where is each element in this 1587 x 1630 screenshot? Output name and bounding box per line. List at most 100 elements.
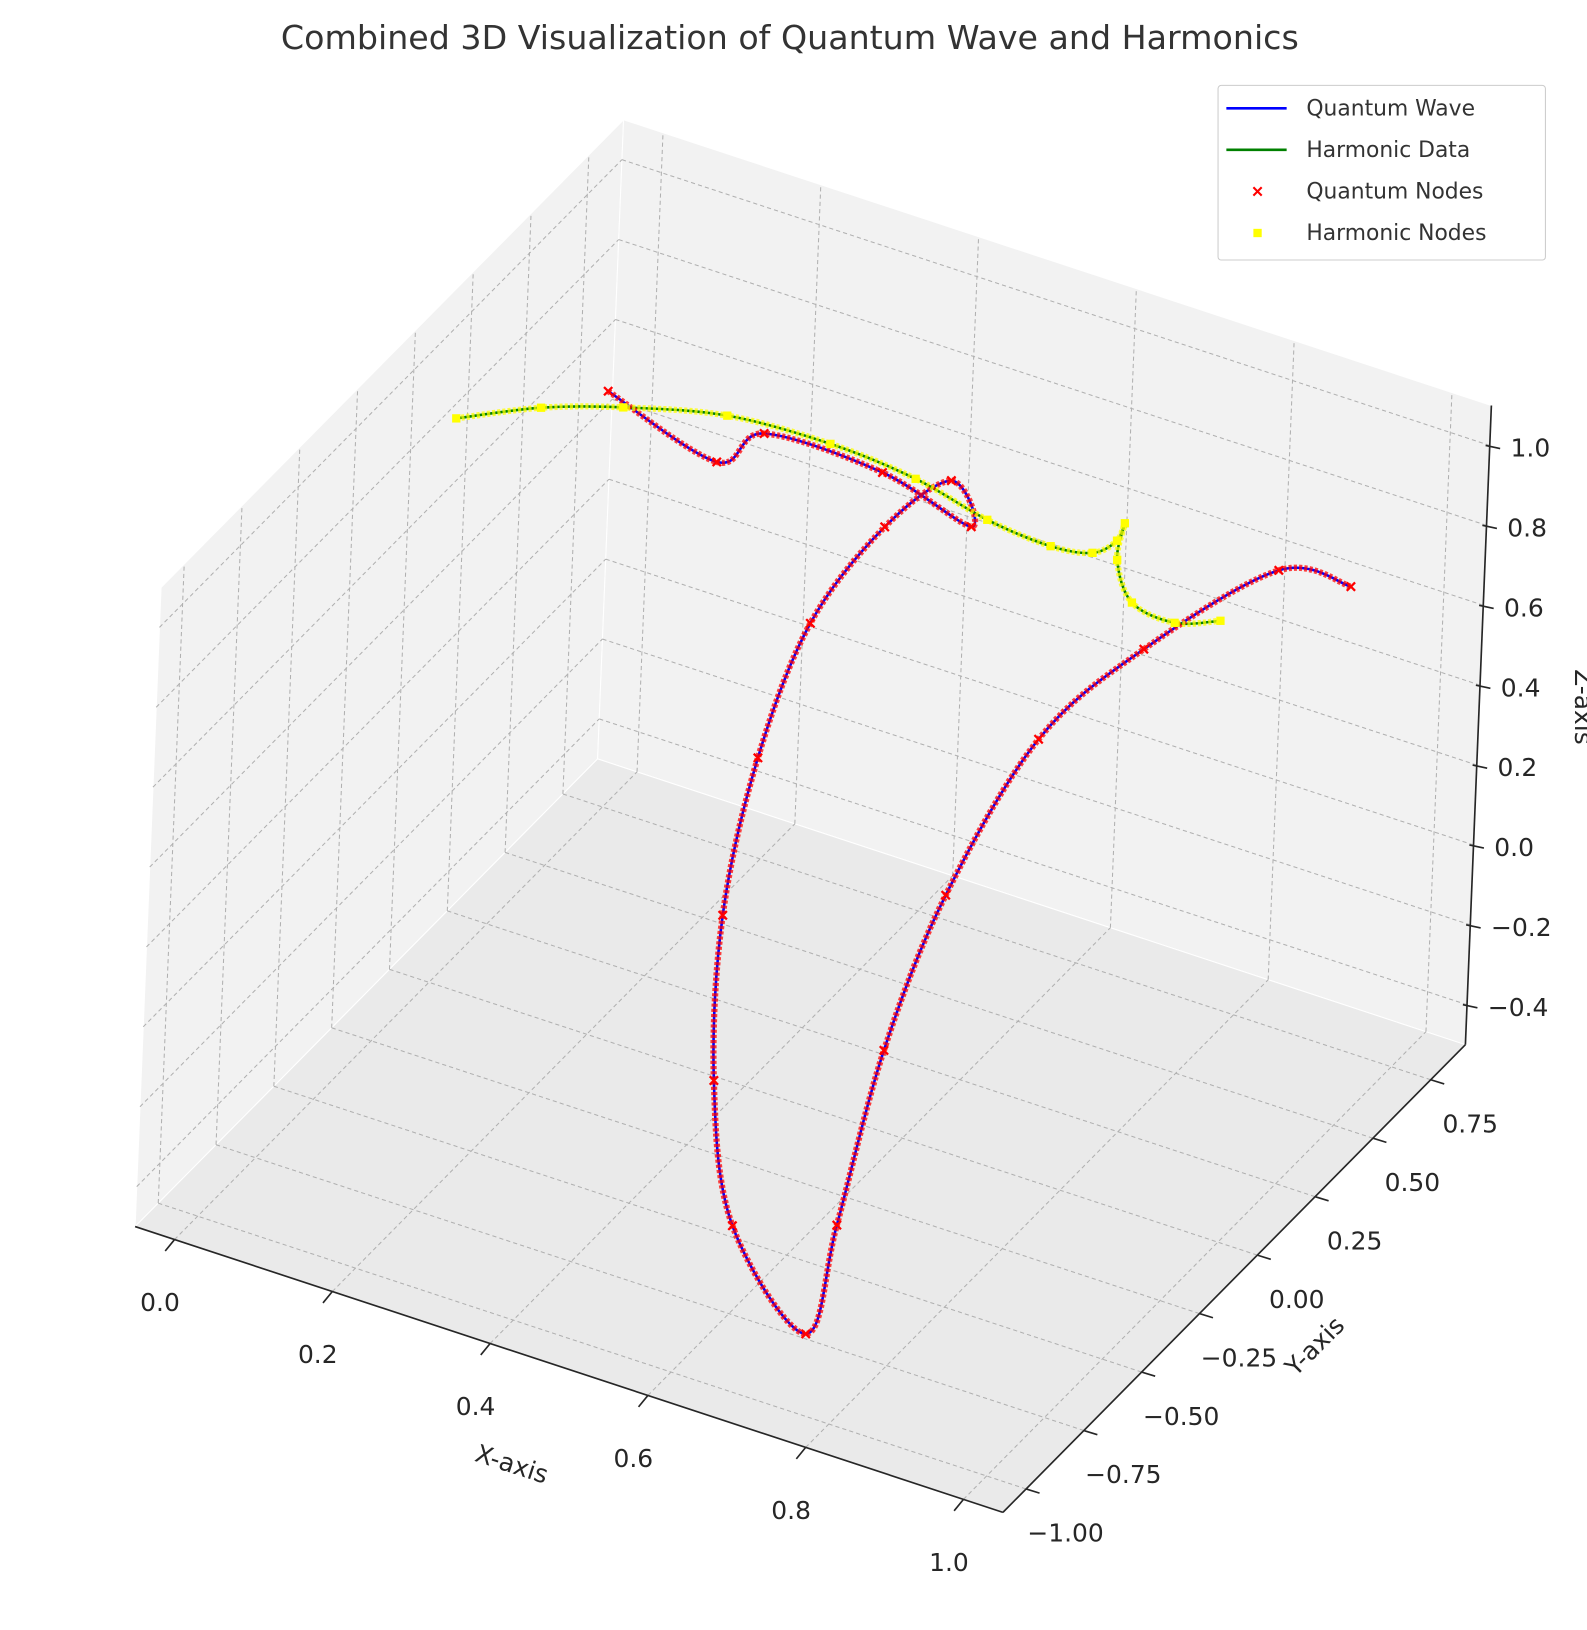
node-marker (911, 474, 920, 483)
grid-line (152, 319, 616, 788)
y-tick-label: −0.50 (1143, 1402, 1219, 1431)
z-tick-label: −0.2 (1491, 913, 1552, 942)
grid-line (489, 875, 953, 1344)
grid-line (139, 638, 603, 1108)
grid-line (331, 388, 359, 1028)
y-tick (1430, 1078, 1445, 1085)
grid-line (149, 398, 613, 868)
y-tick (1141, 1371, 1156, 1378)
z-tick-label: −0.4 (1488, 993, 1549, 1022)
x-tick-label: 0.8 (771, 1496, 811, 1525)
grid-line (952, 236, 980, 876)
z-tick-label: 1.0 (1511, 434, 1551, 463)
node-marker (759, 428, 770, 439)
node-marker (536, 403, 546, 412)
node-marker (946, 475, 957, 486)
z-tick-label: 0.4 (1501, 673, 1541, 702)
x-tick (480, 1342, 491, 1356)
legend-label: Harmonic Nodes (1306, 221, 1486, 246)
z-axis-line (1464, 405, 1493, 1045)
grid-line (157, 563, 185, 1204)
x-axis-line (134, 1225, 1004, 1514)
node-marker (752, 752, 763, 763)
node-marker (711, 456, 722, 467)
z-tick (1482, 524, 1498, 530)
z-axis-label: Z-axis (1569, 669, 1587, 745)
node-marker (452, 414, 461, 423)
grid-line (636, 132, 664, 772)
node-marker (831, 1220, 842, 1231)
y-tick-label: −1.00 (1027, 1519, 1103, 1548)
x-tick (637, 1394, 649, 1408)
node-marker (603, 386, 614, 397)
y-tick (1372, 1137, 1387, 1144)
grid-line (963, 1031, 1427, 1500)
node-marker (1273, 565, 1284, 576)
legend-box (1217, 84, 1546, 261)
node-marker (619, 403, 628, 412)
z-tick (1465, 924, 1481, 929)
x-tick (795, 1446, 807, 1460)
node-marker (800, 1328, 811, 1339)
legend-label: Harmonic Data (1306, 138, 1470, 163)
grid-line (174, 771, 638, 1240)
x-tick-label: 0.6 (614, 1444, 654, 1473)
grid-line (215, 505, 243, 1145)
z-tick-label: 0.2 (1498, 753, 1538, 782)
grid-line (1425, 392, 1453, 1032)
grid-line (1267, 340, 1295, 980)
x-tick (322, 1290, 333, 1304)
legend: Quantum Wave Harmonic Data Quantum Nodes Ha… (1217, 84, 1546, 261)
z-tick (1475, 684, 1491, 690)
y-tick-label: 0.75 (1442, 1109, 1498, 1138)
legend-swatch (1252, 186, 1263, 197)
grid-line (388, 330, 416, 970)
x-tick-label: 0.0 (140, 1288, 180, 1317)
node-marker (1088, 548, 1097, 557)
y-tick-label: 0.50 (1385, 1168, 1441, 1197)
grid-line (504, 213, 532, 853)
grid-line (647, 927, 1111, 1396)
node-marker (1170, 618, 1179, 627)
node-marker (727, 1220, 738, 1231)
z-tick (1485, 444, 1501, 450)
y-tick (1314, 1195, 1329, 1202)
x-tick (953, 1498, 965, 1512)
z-tick (1478, 604, 1494, 610)
grid (136, 132, 1490, 1500)
node-marker (708, 1075, 719, 1086)
node-marker (1345, 581, 1356, 592)
legend-label: Quantum Wave (1306, 96, 1475, 121)
legend-label: Quantum Nodes (1306, 179, 1483, 204)
node-marker (983, 515, 992, 524)
node-marker (879, 521, 890, 532)
x-tick (164, 1239, 176, 1252)
y-tick (1025, 1488, 1040, 1494)
y-tick (1083, 1429, 1098, 1436)
legend-swatch (1253, 228, 1262, 238)
grid-line (159, 159, 623, 628)
node-trail (606, 388, 1352, 1338)
x-tick-label: 0.2 (298, 1340, 338, 1369)
node-marker (723, 411, 732, 420)
grid-line (805, 979, 1269, 1448)
plot-area (452, 386, 1356, 1339)
grid-line (136, 718, 600, 1187)
y-axis-line (1002, 1044, 1466, 1513)
node-marker (966, 521, 977, 532)
z-tick-label: 0.6 (1504, 593, 1544, 622)
grid-line (273, 447, 301, 1087)
panes (134, 118, 1492, 1513)
y-tick-label: −0.25 (1201, 1343, 1277, 1372)
grid-line (331, 823, 796, 1292)
node-marker (1216, 616, 1225, 625)
node-marker (1138, 644, 1149, 655)
y-tick-label: 0.00 (1269, 1285, 1325, 1314)
grid-line (155, 239, 620, 708)
grid-line (794, 184, 822, 824)
grid-line (146, 478, 610, 948)
node-marker (1113, 555, 1122, 564)
x-tick-label: 1.0 (929, 1548, 969, 1577)
